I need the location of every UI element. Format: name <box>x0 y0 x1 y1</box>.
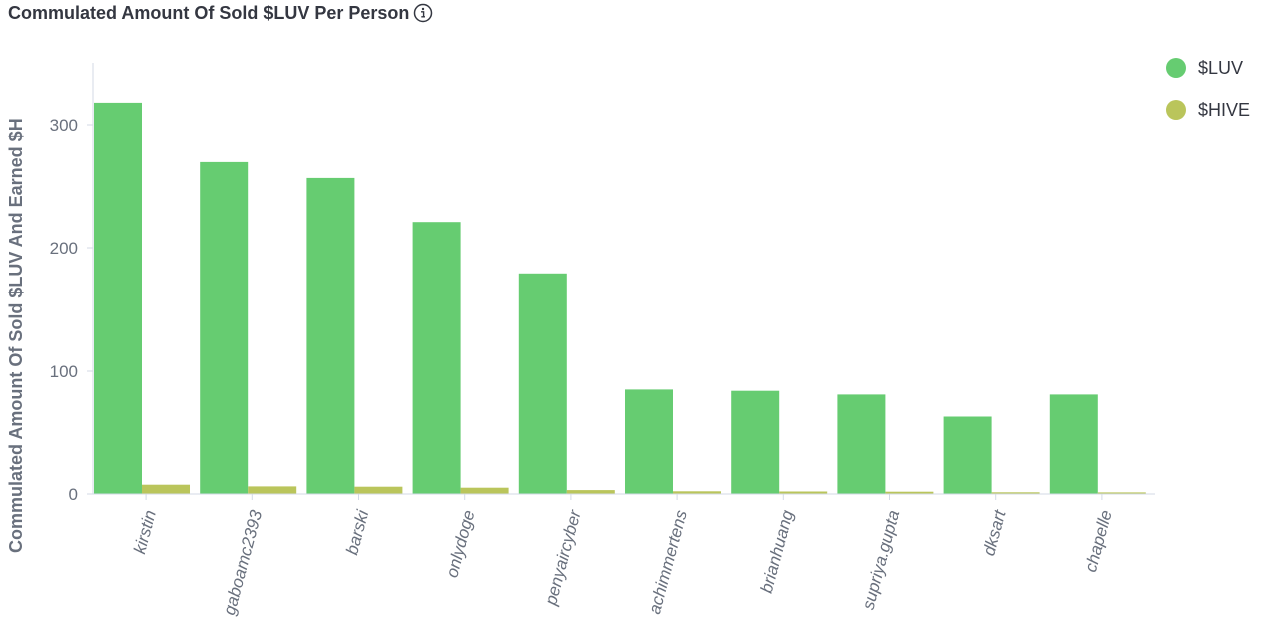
legend-swatch-luv <box>1166 58 1186 78</box>
chart-title: Commulated Amount Of Sold $LUV Per Perso… <box>8 2 410 23</box>
bar-luv-onlydoge[interactable] <box>412 222 461 494</box>
bar-luv-kirstin[interactable] <box>94 102 142 495</box>
x-tick-label: onlydoge <box>442 508 478 580</box>
bar-hive-dksart[interactable] <box>991 492 1040 494</box>
bar-luv-barski[interactable] <box>306 177 355 494</box>
x-tick-label: chapelle <box>1081 508 1116 574</box>
legend-item-luv[interactable]: $LUV <box>1166 54 1276 82</box>
y-tick-label: 200 <box>50 239 78 258</box>
x-tick-label: gaboamc2393 <box>220 508 266 618</box>
x-axis-ticks: kirstin gaboamc2393 barski onlydoge penyairc… <box>130 494 1116 617</box>
x-tick-label: dksart <box>979 507 1010 558</box>
info-icon[interactable] <box>413 3 433 23</box>
bar-hive-brianhuang[interactable] <box>779 491 828 495</box>
y-axis-label: Commulated Amount Of Sold $LUV And Earne… <box>6 118 26 553</box>
bar-hive-kirstin[interactable] <box>142 484 190 494</box>
legend-swatch-hive <box>1166 100 1186 120</box>
bar-hive-penyaircyber[interactable] <box>566 490 615 494</box>
x-tick-label: achimmertens <box>645 508 691 617</box>
chart-legend: $LUV $HIVE <box>1166 54 1276 138</box>
x-tick-label: supriya.gupta <box>859 508 904 612</box>
y-tick-label: 0 <box>69 485 78 504</box>
x-tick-label: kirstin <box>130 508 160 556</box>
x-tick-label: barski <box>342 507 372 557</box>
bar-luv-achimmertens[interactable] <box>625 389 673 494</box>
bar-luv-penyaircyber[interactable] <box>518 273 567 494</box>
legend-item-hive[interactable]: $HIVE <box>1166 96 1276 124</box>
bar-luv-dksart[interactable] <box>943 416 992 495</box>
bar-hive-chapelle[interactable] <box>1097 492 1146 494</box>
bar-luv-chapelle[interactable] <box>1049 394 1098 494</box>
x-tick-label: brianhuang <box>757 508 798 596</box>
legend-label-luv: $LUV <box>1198 57 1244 78</box>
y-tick-label: 300 <box>50 116 78 135</box>
bar-hive-supriya-gupta[interactable] <box>885 491 934 494</box>
bar-hive-achimmertens[interactable] <box>673 491 721 494</box>
bar-hive-onlydoge[interactable] <box>460 487 509 494</box>
bar-hive-barski[interactable] <box>354 486 403 494</box>
bars <box>94 102 1146 495</box>
legend-label-hive: $HIVE <box>1198 99 1251 120</box>
bar-hive-gaboamc2393[interactable] <box>248 486 297 494</box>
bar-luv-gaboamc2393[interactable] <box>200 161 249 494</box>
chart-header: Commulated Amount Of Sold $LUV Per Perso… <box>8 0 433 26</box>
y-axis-ticks: 0 100 200 300 <box>50 116 93 504</box>
bar-luv-supriya-gupta[interactable] <box>837 394 886 494</box>
y-tick-label: 100 <box>50 362 78 381</box>
bar-luv-brianhuang[interactable] <box>731 390 780 494</box>
x-tick-label: penyaircyber <box>541 507 585 608</box>
